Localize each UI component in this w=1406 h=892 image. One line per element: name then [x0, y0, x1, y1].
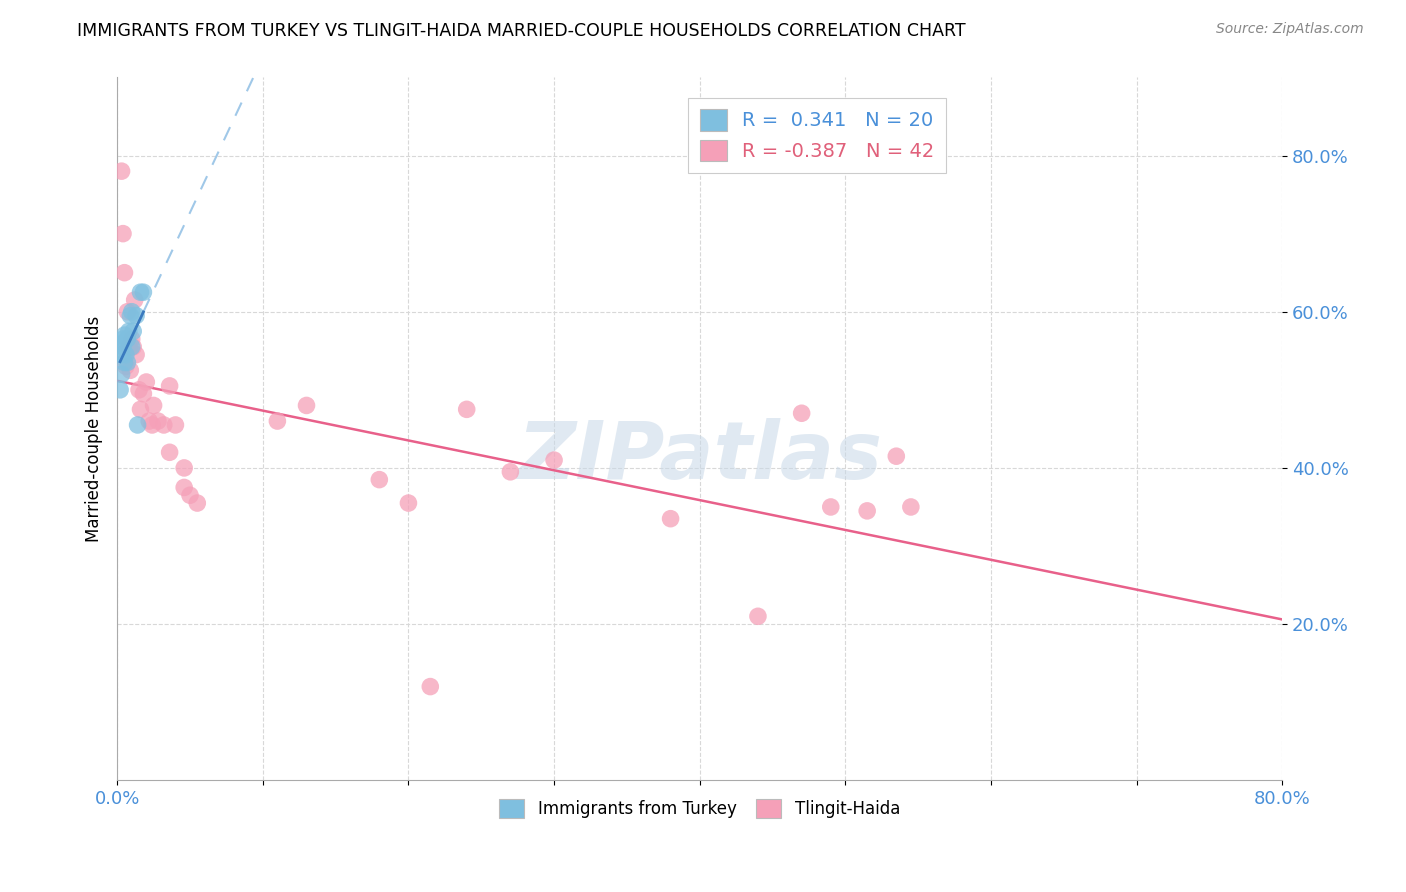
Point	[118, 324, 141, 338]
Point	[110, 164, 132, 178]
Point	[124, 293, 146, 307]
Point	[122, 324, 145, 338]
Point	[295, 399, 318, 413]
Point	[129, 402, 152, 417]
Point	[129, 285, 152, 300]
Point	[747, 609, 769, 624]
Point	[110, 348, 132, 362]
Point	[111, 340, 134, 354]
Point	[186, 496, 208, 510]
Point	[122, 340, 145, 354]
Point	[173, 480, 195, 494]
Point	[120, 309, 142, 323]
Point	[114, 266, 136, 280]
Point	[659, 511, 682, 525]
Text: IMMIGRANTS FROM TURKEY VS TLINGIT-HAIDA MARRIED-COUPLE HOUSEHOLDS CORRELATION CH: IMMIGRANTS FROM TURKEY VS TLINGIT-HAIDA …	[77, 22, 966, 40]
Point	[141, 417, 163, 432]
Point	[368, 473, 391, 487]
Point	[117, 304, 139, 318]
Point	[179, 488, 201, 502]
Point	[499, 465, 522, 479]
Point	[108, 383, 131, 397]
Point	[128, 383, 150, 397]
Point	[111, 227, 134, 241]
Point	[115, 348, 138, 362]
Point	[121, 340, 143, 354]
Text: Source: ZipAtlas.com: Source: ZipAtlas.com	[1216, 22, 1364, 37]
Point	[142, 399, 165, 413]
Point	[114, 355, 136, 369]
Point	[117, 355, 139, 369]
Point	[159, 445, 181, 459]
Point	[111, 335, 134, 350]
Point	[132, 386, 155, 401]
Point	[543, 453, 565, 467]
Point	[159, 379, 181, 393]
Text: ZIPatlas: ZIPatlas	[517, 418, 882, 496]
Point	[117, 332, 139, 346]
Point	[266, 414, 288, 428]
Point	[856, 504, 879, 518]
Point	[173, 461, 195, 475]
Point	[125, 348, 148, 362]
Point	[138, 414, 160, 428]
Point	[165, 417, 187, 432]
Point	[114, 328, 136, 343]
Point	[398, 496, 420, 510]
Point	[121, 332, 143, 346]
Point	[120, 363, 142, 377]
Point	[118, 340, 141, 354]
Y-axis label: Married-couple Households: Married-couple Households	[86, 316, 103, 542]
Point	[125, 309, 148, 323]
Point	[110, 368, 132, 382]
Point	[900, 500, 922, 514]
Point	[111, 332, 134, 346]
Legend: Immigrants from Turkey, Tlingit-Haida: Immigrants from Turkey, Tlingit-Haida	[492, 793, 907, 825]
Point	[115, 359, 138, 374]
Point	[127, 417, 149, 432]
Point	[456, 402, 478, 417]
Point	[790, 406, 813, 420]
Point	[152, 417, 174, 432]
Point	[132, 285, 155, 300]
Point	[820, 500, 842, 514]
Point	[884, 449, 907, 463]
Point	[121, 304, 143, 318]
Point	[419, 680, 441, 694]
Point	[146, 414, 169, 428]
Point	[135, 375, 157, 389]
